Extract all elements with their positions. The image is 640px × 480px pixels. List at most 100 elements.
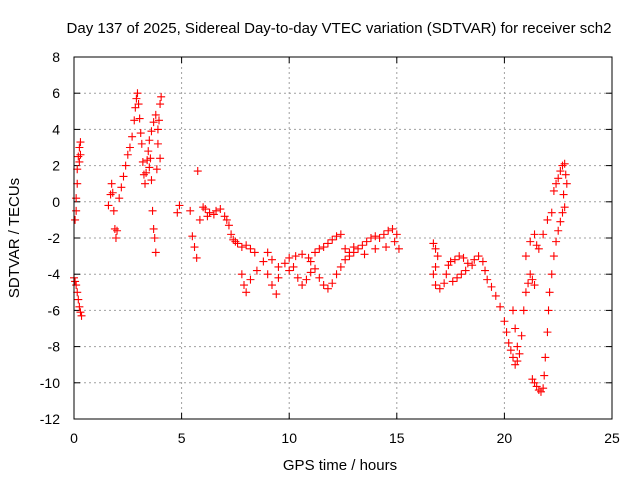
data-point [554,226,563,235]
data-point [76,308,85,317]
data-point [259,257,268,266]
data-point [150,234,159,242]
data-point [157,92,166,101]
data-point [128,132,137,141]
data-point [559,190,568,199]
data-point [73,179,82,188]
data-point [144,147,153,156]
data-point [530,230,539,239]
data-point [274,262,283,271]
data-point [104,201,113,210]
data-point [547,208,556,217]
x-tick-label: 25 [604,430,620,446]
data-point [220,212,229,221]
data-point [242,241,251,250]
data-point [541,353,550,362]
data-point [435,284,444,293]
data-point [371,232,380,241]
data-point [431,244,440,253]
data-point [75,302,84,311]
x-axis-label: GPS time / hours [283,457,397,474]
data-point [306,268,315,277]
y-tick-label: -10 [40,375,60,391]
data-point [205,208,214,217]
data-point [515,349,524,358]
data-point [526,270,535,279]
data-point [481,266,490,275]
data-point [231,237,240,246]
data-point [151,110,160,119]
data-point [440,279,449,288]
data-point [530,281,539,290]
data-point [521,252,530,261]
data-point [106,190,115,199]
data-point [549,252,558,261]
data-point [75,157,84,166]
y-tick-label: -12 [40,411,60,427]
data-point [147,176,156,185]
data-point [175,201,184,210]
data-point [470,255,479,264]
data-point [298,250,307,259]
data-point [252,266,261,275]
data-point [123,150,132,159]
data-point [134,100,143,109]
data-point [108,188,117,197]
data-point [540,371,549,380]
data-point [146,154,155,163]
data-point [130,116,139,125]
data-point [263,270,272,279]
data-point [149,224,158,233]
y-tick-label: 4 [52,121,60,137]
data-point [388,224,397,233]
data-point [74,295,83,304]
data-point [487,282,496,291]
data-point [463,259,472,268]
data-point [289,262,298,271]
data-point [240,281,249,290]
data-point [521,288,530,297]
data-point [509,306,518,315]
data-point [328,279,337,288]
x-tick-label: 0 [70,430,78,446]
x-tick-label: 10 [281,430,297,446]
data-point [71,277,80,286]
data-point [496,302,505,311]
data-point [272,290,281,299]
data-point [242,288,251,297]
data-point [72,206,81,215]
data-point [274,273,283,282]
data-point [233,239,242,248]
data-point [152,165,161,174]
data-point [73,288,82,297]
data-point [280,259,289,268]
data-point [539,230,548,239]
data-point [74,152,83,161]
data-point [560,159,569,168]
data-point [429,270,438,279]
data-point [474,252,483,261]
data-point [511,324,520,333]
data-point [131,103,140,112]
data-point [543,328,552,337]
data-point [536,387,545,396]
data-point [558,208,567,217]
data-point [148,206,157,215]
data-point [382,243,391,252]
data-point [229,235,238,244]
data-point [115,194,124,203]
data-point [192,253,201,262]
data-point [109,206,118,215]
data-point [459,253,468,262]
data-point [75,143,84,152]
data-point [328,235,337,244]
data-point [323,239,332,248]
data-point [524,279,533,288]
y-tick-label: 0 [52,194,60,210]
data-point [556,217,565,226]
data-point [341,244,350,253]
data-point [341,255,350,264]
data-point [209,210,218,219]
